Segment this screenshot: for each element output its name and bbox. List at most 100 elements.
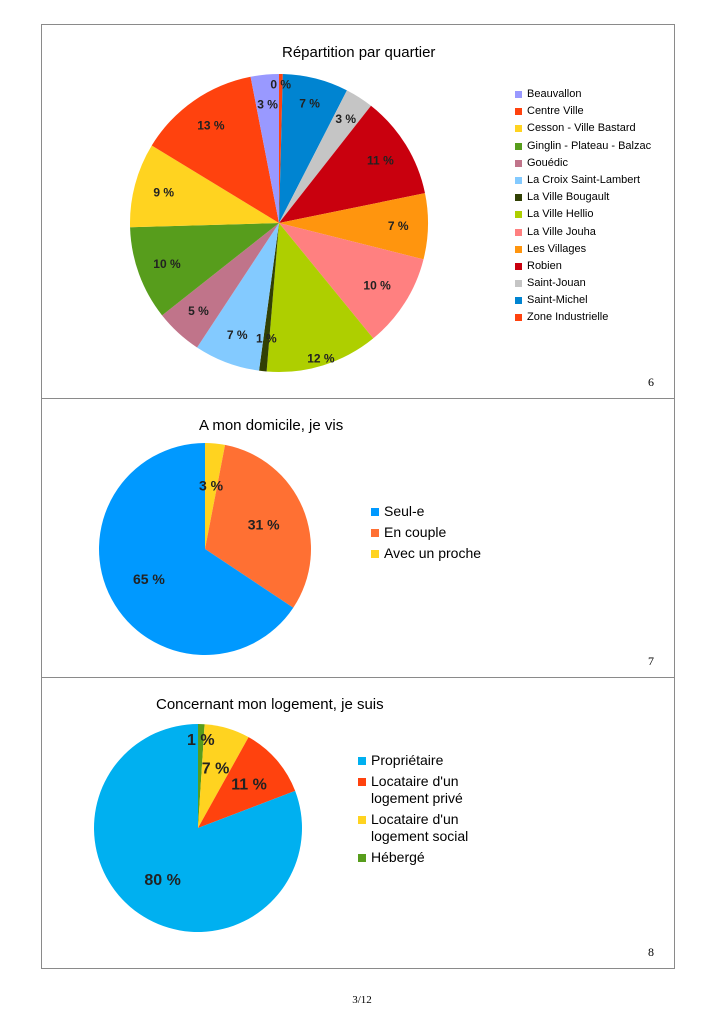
legend-label: En couple	[384, 524, 447, 540]
legend-swatch	[515, 314, 522, 322]
slide-6: Répartition par quartier 0 % 7 % 3 % 11 % 7 …	[41, 24, 675, 399]
legend-swatch	[515, 142, 522, 150]
legend-swatch	[515, 245, 522, 253]
slide-8: Concernant mon logement, je suis 1 % 7 % 1…	[41, 677, 675, 969]
pie-slice-en-couple	[205, 444, 311, 608]
chart-title: Concernant mon logement, je suis	[156, 696, 384, 713]
legend-label: Locataire d'un logement privé	[371, 773, 463, 806]
legend-swatch	[515, 280, 522, 288]
legend-label: Robien	[527, 259, 562, 272]
legend-item-gouedic: Gouédic	[515, 156, 651, 173]
data-label-avec-un-proche: 3 %	[199, 478, 224, 494]
legend-item-centre-ville: Centre Ville	[515, 104, 651, 121]
legend-label: Beauvallon	[527, 88, 582, 100]
legend-label: La Ville Hellio	[527, 208, 594, 221]
legend-label: La Ville Bougault	[527, 191, 610, 204]
legend-item-la-ville-hellio: La Ville Hellio	[515, 207, 651, 224]
data-label-ginglin-plateau-balzac: 10 %	[153, 257, 181, 271]
chart-title: A mon domicile, je vis	[199, 417, 344, 434]
legend-label: Propriétaire	[371, 752, 444, 768]
legend-logement: Propriétaire Locataire d'un logement priv…	[358, 752, 491, 870]
slide-number: 8	[648, 945, 654, 959]
data-label-en-couple: 31 %	[248, 516, 280, 532]
data-label-heberge: 1 %	[187, 732, 215, 749]
pie-slice-saint-jouan	[279, 90, 371, 223]
pie-slice-heberge	[198, 724, 205, 828]
legend-swatch	[515, 297, 522, 305]
legend-label: Saint-Jouan	[527, 277, 586, 290]
pie-slice-centre-ville	[151, 76, 279, 223]
pie-slice-la-ville-bougault	[259, 223, 279, 372]
slide-7: A mon domicile, je vis 3 % 31 % 65 % Seul-…	[41, 398, 675, 678]
data-label-proprietaire: 80 %	[144, 872, 180, 889]
legend-item-les-villages: Les Villages	[515, 242, 651, 259]
legend-item-en-couple: En couple	[371, 523, 481, 544]
legend-item-beauvallon: Beauvallon	[515, 87, 651, 104]
pie-slice-cesson-ville-bastard	[130, 145, 279, 228]
legend-item-locataire-d-un-logement-social: Locataire d'un logement social	[358, 811, 491, 845]
legend-item-robien: Robien	[515, 259, 651, 276]
data-label-cesson-ville-bastard: 9 %	[153, 186, 174, 200]
legend-swatch	[358, 816, 366, 824]
pie-chart-quartier: 0 % 7 % 3 % 11 % 7 % 10 % 12 % 1 % 7 % 5 % 10 % 9 %…	[130, 74, 428, 373]
legend-item-ginglin-plateau-balzac: Ginglin - Plateau - Balzac	[515, 139, 651, 156]
legend-swatch	[515, 228, 522, 236]
data-label-la-ville-jouha: 10 %	[363, 279, 391, 293]
data-label-robien: 11 %	[367, 154, 394, 168]
pie-slice-la-ville-jouha	[279, 223, 424, 339]
data-label-les-villages: 7 %	[388, 219, 409, 233]
legend-swatch	[515, 211, 522, 219]
slide-number: 6	[648, 375, 654, 389]
pie-slice-beauvallon	[250, 74, 279, 223]
legend-label: Cesson - Ville Bastard	[527, 122, 636, 135]
legend-item-cesson-ville-bastard: Cesson - Ville Bastard	[515, 121, 651, 138]
legend-domicile: Seul-e En couple Avec un proche	[371, 502, 481, 565]
data-label-gouedic: 5 %	[188, 304, 209, 318]
pie-slice-saint-michel	[279, 74, 347, 223]
pie-slice-robien	[279, 105, 425, 223]
legend-label: Seul-e	[384, 503, 425, 519]
data-label-centre-ville: 13 %	[197, 118, 225, 132]
legend-swatch	[515, 108, 522, 116]
data-label-saint-jouan: 3 %	[335, 112, 356, 126]
legend-swatch	[358, 757, 366, 765]
data-label-locataire-d-un-logement-prive: 11 %	[231, 776, 267, 793]
chart-title: Répartition par quartier	[282, 44, 436, 61]
legend-swatch	[358, 778, 366, 786]
legend-item-seul-e: Seul-e	[371, 502, 481, 523]
legend-label: La Croix Saint-Lambert	[527, 173, 641, 186]
data-label-seul-e: 65 %	[133, 571, 165, 587]
data-label-zone-industrielle: 0 %	[270, 78, 291, 92]
legend-item-zone-industrielle: Zone Industrielle	[515, 310, 651, 327]
data-label-locataire-d-un-logement-social: 7 %	[202, 761, 230, 778]
legend-label: Locataire d'un logement social	[371, 811, 469, 844]
legend-label: Avec un proche	[384, 545, 482, 561]
data-label-beauvallon: 3 %	[257, 98, 278, 112]
pie-slice-la-croix-saint-lambert	[197, 223, 279, 371]
legend-label: Zone Industrielle	[527, 311, 609, 324]
legend-label: Gouédic	[527, 156, 568, 169]
legend-item-la-croix-saint-lambert: La Croix Saint-Lambert	[515, 173, 651, 190]
data-label-la-croix-saint-lambert: 7 %	[227, 328, 248, 342]
legend-label: Centre Ville	[527, 105, 584, 118]
slide-number: 7	[648, 654, 654, 668]
legend-item-avec-un-proche: Avec un proche	[371, 544, 481, 565]
legend-swatch	[515, 125, 522, 133]
pie-slice-la-ville-hellio	[266, 223, 374, 373]
legend-label: Ginglin - Plateau - Balzac	[527, 139, 652, 152]
legend-item-proprietaire: Propriétaire	[358, 752, 491, 769]
legend-quartier: Beauvallon Centre Ville Cesson - Ville Bas…	[515, 87, 651, 328]
legend-item-la-ville-bougault: La Ville Bougault	[515, 190, 651, 207]
legend-swatch	[515, 176, 522, 184]
legend-item-locataire-d-un-logement-prive: Locataire d'un logement privé	[358, 773, 491, 807]
pie-slice-proprietaire	[94, 724, 303, 932]
page-number: 3/12	[352, 994, 372, 1006]
legend-swatch	[515, 194, 522, 202]
pie-slice-gouedic	[162, 223, 279, 348]
pie-slice-locataire-d-un-logement-social	[198, 724, 249, 828]
legend-swatch	[515, 159, 522, 167]
legend-swatch	[371, 529, 379, 537]
legend-label: Saint-Michel	[527, 294, 588, 307]
pie-chart-domicile: 3 % 31 % 65 %	[99, 443, 311, 655]
data-label-la-ville-hellio: 12 %	[307, 351, 335, 365]
